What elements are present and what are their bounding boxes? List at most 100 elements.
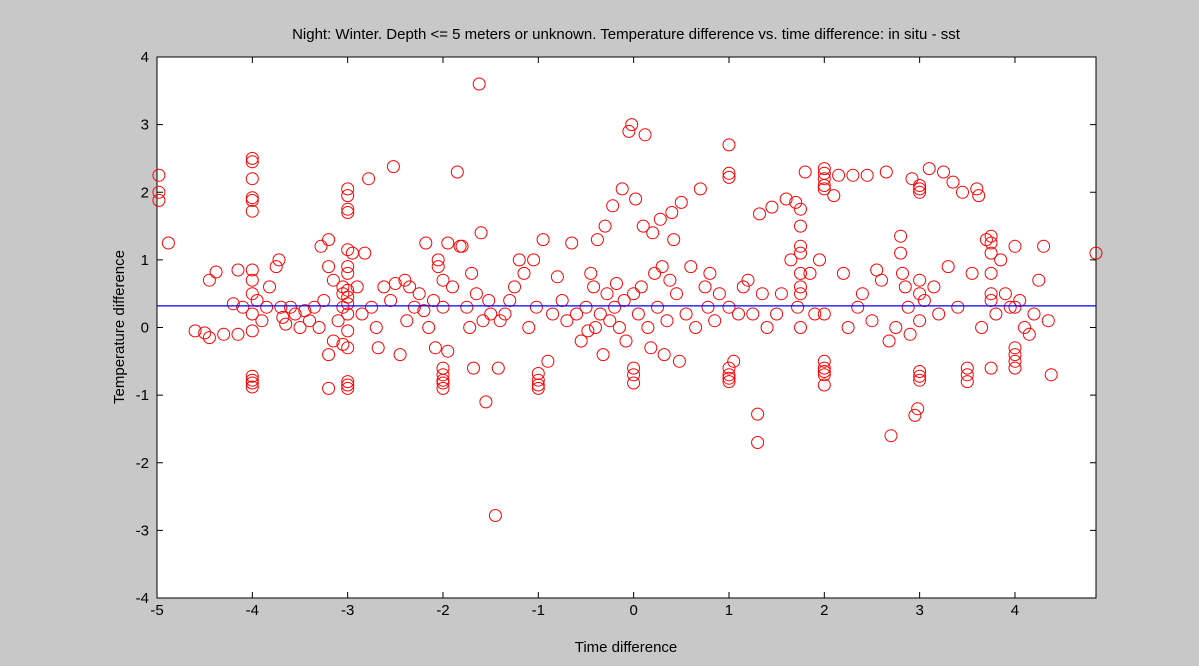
data-point (884, 429, 898, 443)
data-point (522, 321, 536, 334)
data-point (1037, 239, 1051, 253)
data-point (161, 236, 175, 250)
data-point (898, 280, 912, 294)
data-point (879, 165, 893, 179)
data-point (472, 77, 486, 91)
y-tick-label: 3 (141, 117, 149, 134)
data-point (1013, 294, 1027, 307)
data-point (663, 273, 677, 287)
y-tick-label: -4 (136, 590, 149, 607)
data-point (817, 365, 831, 378)
data-point (365, 300, 378, 314)
data-point (917, 294, 931, 307)
data-point (245, 204, 259, 218)
data-point (393, 348, 407, 362)
data-point (984, 229, 998, 243)
data-point (794, 287, 807, 301)
data-point (784, 253, 798, 267)
data-point (441, 236, 455, 250)
data-point (341, 266, 355, 280)
data-point (431, 260, 445, 274)
data-point (741, 273, 755, 287)
data-point (482, 294, 496, 307)
data-point (474, 226, 488, 240)
data-point (198, 326, 212, 340)
data-point (994, 253, 1008, 267)
data-point (774, 287, 788, 301)
data-point (236, 300, 250, 314)
data-point (245, 263, 259, 277)
data-point (896, 266, 909, 280)
data-point (657, 348, 671, 362)
y-tick-label: -2 (136, 455, 149, 472)
data-point (965, 266, 979, 280)
data-point (644, 341, 658, 355)
data-point (622, 124, 636, 138)
data-point (827, 189, 841, 203)
data-point (765, 200, 779, 214)
data-point (579, 300, 593, 314)
data-point (901, 300, 915, 314)
data-point (469, 287, 483, 301)
axes-background (156, 56, 1097, 599)
data-point (722, 166, 736, 180)
data-point (937, 165, 950, 179)
data-point (941, 260, 955, 274)
data-point (946, 175, 960, 189)
data-point (427, 294, 440, 307)
data-point (293, 321, 307, 334)
chart-title: Night: Winter. Depth <= 5 meters or unkn… (292, 26, 961, 43)
data-point (984, 236, 998, 250)
data-point (913, 182, 927, 196)
data-point (546, 307, 560, 321)
data-point (956, 185, 969, 199)
data-point (398, 273, 412, 287)
data-point (1022, 327, 1036, 341)
data-point (436, 376, 450, 390)
data-point (531, 381, 545, 395)
data-point (894, 246, 908, 260)
data-point (1041, 314, 1055, 328)
x-tick-label: -4 (246, 602, 259, 619)
data-point (341, 182, 355, 196)
data-point (541, 354, 555, 368)
data-point (231, 263, 245, 277)
data-point (341, 189, 355, 203)
data-point (894, 229, 908, 243)
data-point (245, 376, 259, 390)
data-point (336, 337, 350, 351)
data-point (913, 365, 927, 378)
data-point (798, 165, 812, 179)
data-point (908, 408, 922, 422)
data-point (589, 321, 602, 334)
data-point (400, 314, 414, 328)
data-point (202, 331, 216, 345)
data-point (703, 266, 717, 280)
data-point (303, 314, 316, 328)
data-point (794, 246, 807, 260)
data-point (984, 294, 998, 307)
data-point (322, 381, 336, 395)
data-point (736, 280, 750, 294)
data-point (455, 239, 469, 253)
data-point (245, 287, 259, 301)
data-point (245, 324, 259, 338)
data-point (889, 321, 903, 334)
data-point (615, 182, 629, 196)
y-axis-label: Temperature difference (111, 250, 128, 404)
data-point (627, 361, 641, 375)
data-point (550, 270, 564, 284)
data-point (712, 287, 726, 301)
data-point (288, 307, 302, 321)
data-point (722, 300, 736, 314)
data-point (641, 321, 655, 334)
data-point (245, 380, 259, 394)
data-point (260, 300, 274, 314)
data-point (627, 287, 641, 301)
data-point (689, 321, 703, 334)
data-point (1008, 300, 1022, 314)
data-point (403, 280, 417, 294)
data-point (431, 253, 445, 267)
data-point (794, 280, 807, 294)
data-point (417, 304, 431, 318)
